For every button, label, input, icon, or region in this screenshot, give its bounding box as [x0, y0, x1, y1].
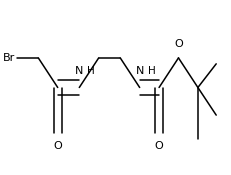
Text: N: N	[135, 66, 143, 76]
Text: N: N	[75, 66, 83, 76]
Text: O: O	[173, 39, 182, 49]
Text: H: H	[147, 66, 155, 76]
Text: H: H	[87, 66, 95, 76]
Text: Br: Br	[3, 53, 15, 63]
Text: O: O	[53, 141, 62, 151]
Text: O: O	[154, 141, 163, 151]
